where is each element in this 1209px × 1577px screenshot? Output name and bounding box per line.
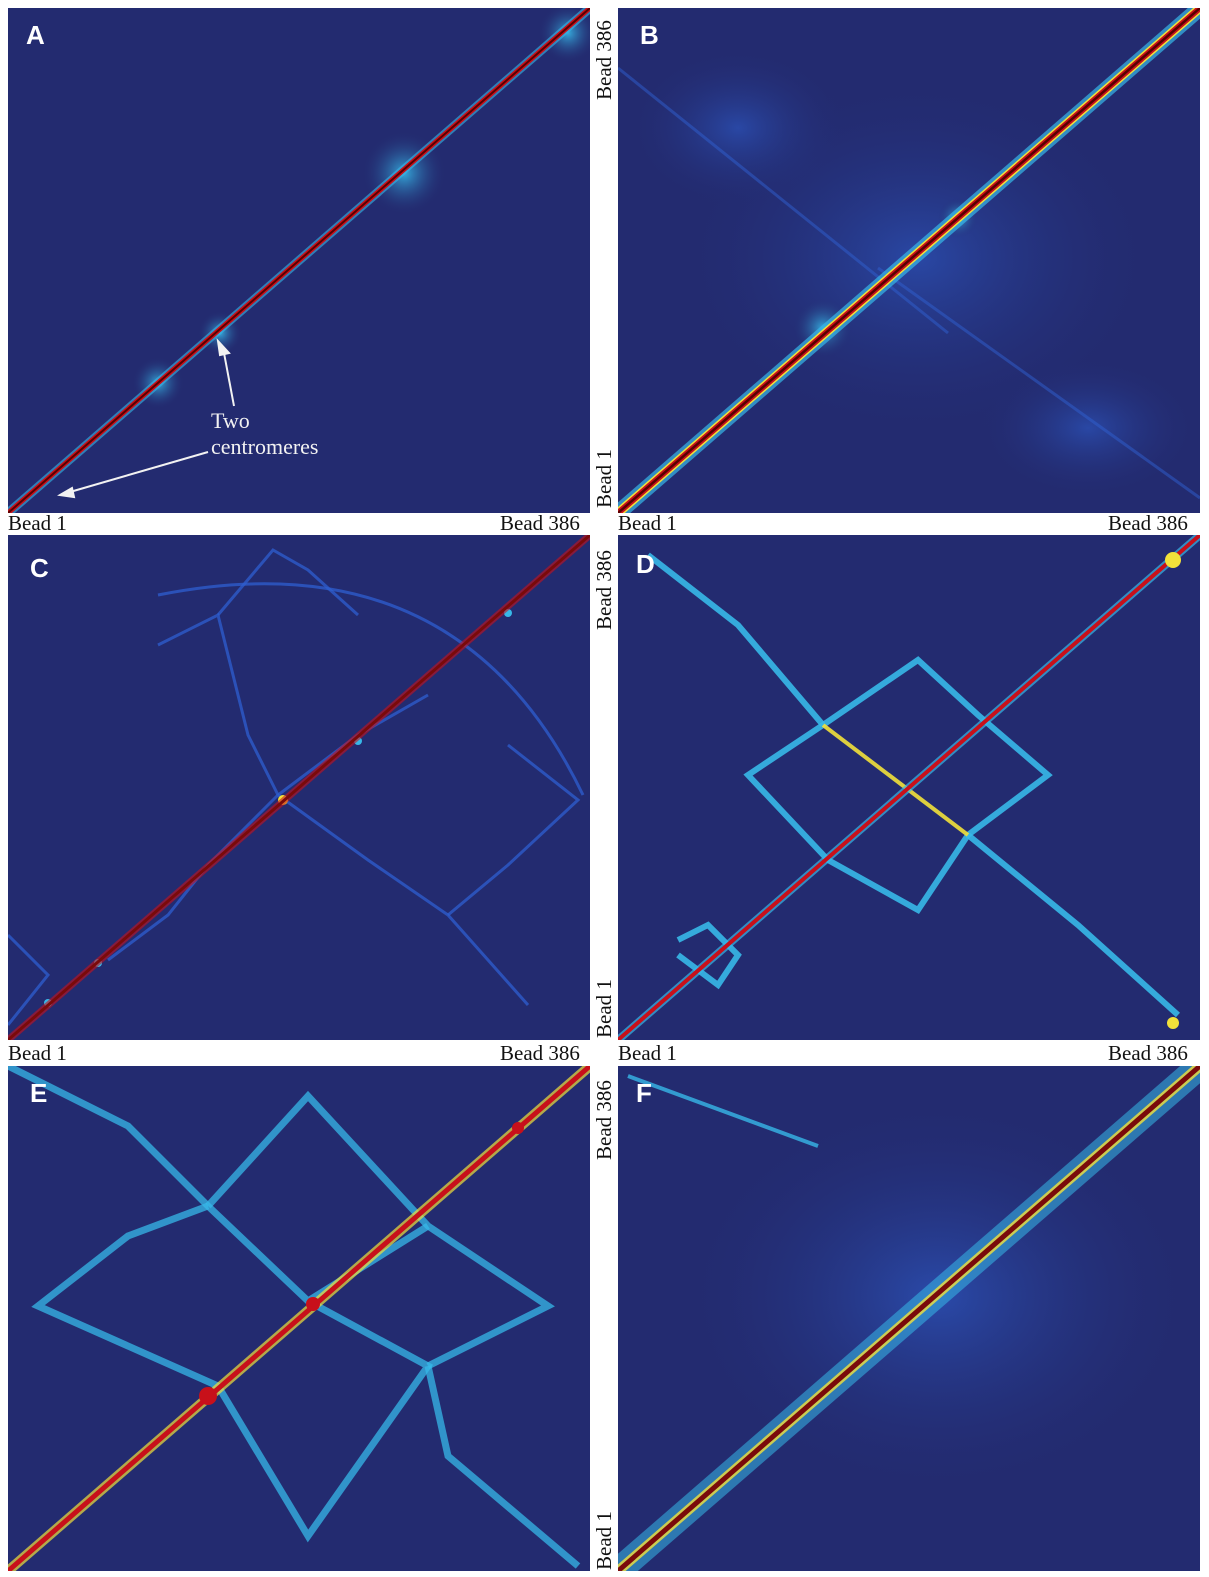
- heatmap-panel-b: B: [618, 8, 1200, 513]
- heatmap-panel-a: A Two centromeres: [8, 8, 590, 513]
- y-label-end-d: Bead 386: [592, 550, 616, 630]
- y-label-start-d: Bead 1: [592, 979, 616, 1038]
- anti-diagonal-bands-b: [618, 66, 1200, 500]
- diagonal-b-core: [618, 8, 1200, 513]
- contact-diamond-d: [646, 552, 1181, 1018]
- x-label-end-a: Bead 386: [500, 511, 580, 535]
- x-label-start-b: Bead 1: [618, 511, 677, 535]
- diagonal-c-core: [8, 535, 590, 1040]
- heatmap-b-svg: [618, 8, 1200, 513]
- y-label-start-f: Bead 1: [592, 1511, 616, 1570]
- annotation-arrows: [57, 337, 235, 499]
- panel-letter-a: A: [26, 20, 45, 50]
- annotation-line-1: Two: [211, 408, 250, 433]
- panel-letter-e: E: [30, 1078, 48, 1108]
- heatmap-panel-f: F: [618, 1066, 1200, 1571]
- heatmap-e-svg: [8, 1066, 590, 1571]
- hotspots-e: [199, 1122, 524, 1405]
- centromere-annotation: Two centromeres: [211, 408, 319, 460]
- x-label-start-a: Bead 1: [8, 511, 67, 535]
- x-label-start-d: Bead 1: [618, 1041, 677, 1065]
- panel-letter-f: F: [636, 1078, 652, 1108]
- panel-letter-b: B: [640, 20, 659, 50]
- heatmap-panel-e: E: [8, 1066, 590, 1571]
- heatmap-d-svg: [618, 535, 1200, 1040]
- panel-letter-d: D: [636, 549, 655, 579]
- x-label-end-d: Bead 386: [1108, 1041, 1188, 1065]
- y-label-end-f: Bead 386: [592, 1080, 616, 1160]
- corner-spots-d: [1165, 552, 1181, 1029]
- top-band-f: [627, 1074, 819, 1148]
- diagonal-d-core: [618, 535, 1200, 1040]
- diagonal-e-core: [8, 1066, 590, 1571]
- heatmap-panel-d: D: [618, 535, 1200, 1040]
- y-label-end-b: Bead 386: [592, 20, 616, 100]
- panel-letter-c: C: [30, 553, 49, 583]
- heatmap-panel-c: C: [8, 535, 590, 1040]
- heatmap-f-svg: [618, 1066, 1200, 1571]
- y-label-start-b: Bead 1: [592, 449, 616, 508]
- diagonal-f-core: [618, 1066, 1200, 1571]
- diagonal-a-core: [8, 8, 590, 513]
- heatmap-c-svg: [8, 535, 590, 1040]
- annotation-line-2: centromeres: [211, 434, 319, 459]
- heatmap-a-svg: [8, 8, 590, 513]
- x-label-start-c: Bead 1: [8, 1041, 67, 1065]
- x-label-end-c: Bead 386: [500, 1041, 580, 1065]
- x-label-end-b: Bead 386: [1108, 511, 1188, 535]
